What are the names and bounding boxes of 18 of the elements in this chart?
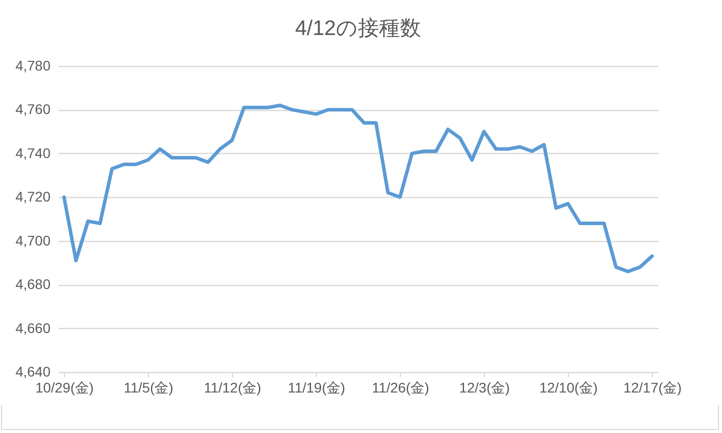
y-tick-label: 4,660	[15, 320, 51, 336]
x-tick-label: 12/10(金)	[539, 380, 598, 396]
y-tick-label: 4,640	[15, 364, 51, 380]
x-tick-label: 11/19(金)	[288, 380, 346, 396]
y-tick-label: 4,720	[15, 188, 51, 205]
x-tick-label: 12/3(金)	[459, 380, 510, 396]
y-tick-label: 4,760	[15, 101, 51, 118]
x-tick-label: 11/12(金)	[204, 380, 262, 396]
y-tick-label: 4,780	[15, 58, 51, 74]
x-tick-label: 12/17(金)	[623, 380, 682, 396]
x-tick-label: 11/5(金)	[124, 380, 174, 396]
line-series	[62, 104, 654, 274]
y-tick-label: 4,680	[15, 276, 51, 292]
x-tick-label: 11/26(金)	[372, 380, 430, 396]
chart-title: 4/12の接種数	[295, 17, 421, 40]
x-tick-label: 10/29(金)	[35, 380, 94, 396]
y-tick-label: 4,700	[15, 232, 51, 248]
y-tick-label: 4,740	[15, 144, 51, 161]
